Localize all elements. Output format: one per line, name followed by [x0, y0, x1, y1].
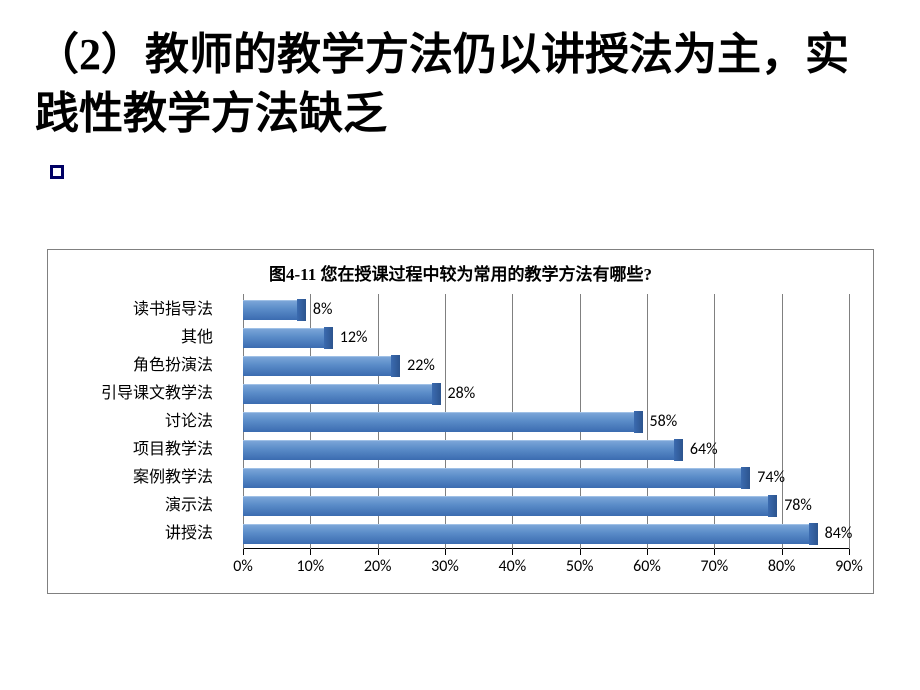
bar: [243, 328, 324, 348]
bar: [243, 440, 674, 460]
x-tick-label: 90%: [835, 557, 863, 576]
x-tick: [310, 549, 311, 555]
bar: [243, 496, 768, 516]
bar-row: 58%: [243, 412, 849, 432]
bar-value-label: 74%: [757, 468, 785, 488]
x-tick: [243, 549, 244, 555]
bar-cap: [432, 383, 441, 405]
bar-row: 84%: [243, 524, 849, 544]
bar-value-label: 22%: [407, 356, 435, 376]
category-label: 角色扮演法: [43, 356, 213, 376]
bar-row: 64%: [243, 440, 849, 460]
bar-row: 74%: [243, 468, 849, 488]
bar-cap: [297, 299, 306, 321]
x-tick: [445, 549, 446, 555]
bar-value-label: 78%: [784, 496, 812, 516]
bar-cap: [674, 439, 683, 461]
bar-cap: [634, 411, 643, 433]
x-tick-label: 40%: [499, 557, 527, 576]
category-label: 案例教学法: [43, 468, 213, 488]
category-label: 讨论法: [43, 412, 213, 432]
x-tick: [849, 549, 850, 555]
bar: [243, 412, 634, 432]
x-tick: [714, 549, 715, 555]
bar-row: 28%: [243, 384, 849, 404]
bar-row: 22%: [243, 356, 849, 376]
x-tick-label: 80%: [768, 557, 796, 576]
section-heading: （2）教师的教学方法仍以讲授法为主，实践性教学方法缺乏: [35, 25, 885, 144]
category-label: 讲授法: [43, 524, 213, 544]
x-tick-label: 70%: [701, 557, 729, 576]
bar: [243, 300, 297, 320]
x-tick-label: 60%: [633, 557, 661, 576]
bar-cap: [768, 495, 777, 517]
bar: [243, 468, 741, 488]
chart-container: 图4-11 您在授课过程中较为常用的教学方法有哪些? 0%10%20%30%40…: [47, 249, 874, 594]
category-label: 读书指导法: [43, 300, 213, 320]
slide: （2）教师的教学方法仍以讲授法为主，实践性教学方法缺乏 图4-11 您在授课过程…: [0, 0, 920, 690]
category-label: 项目教学法: [43, 440, 213, 460]
bar: [243, 356, 391, 376]
x-tick-label: 10%: [297, 557, 325, 576]
x-tick: [782, 549, 783, 555]
x-tick: [512, 549, 513, 555]
bar-cap: [809, 523, 818, 545]
bar-value-label: 58%: [650, 412, 678, 432]
x-axis: [243, 548, 849, 549]
bar-row: 12%: [243, 328, 849, 348]
bar-value-label: 28%: [448, 384, 476, 404]
bar-value-label: 64%: [690, 440, 718, 460]
x-tick: [580, 549, 581, 555]
bar-row: 8%: [243, 300, 849, 320]
x-tick: [647, 549, 648, 555]
bar: [243, 524, 809, 544]
gridline: [849, 294, 850, 549]
chart-plot-area: 0%10%20%30%40%50%60%70%80%90%8%读书指导法12%其…: [243, 294, 849, 549]
category-label: 引导课文教学法: [43, 384, 213, 404]
bullet-marker: [50, 165, 64, 179]
bar-value-label: 84%: [825, 524, 853, 544]
x-tick-label: 30%: [431, 557, 459, 576]
bar-cap: [391, 355, 400, 377]
chart-title: 图4-11 您在授课过程中较为常用的教学方法有哪些?: [48, 250, 873, 291]
bar-value-label: 12%: [340, 328, 368, 348]
category-label: 其他: [43, 328, 213, 348]
category-label: 演示法: [43, 496, 213, 516]
x-tick-label: 50%: [566, 557, 594, 576]
bar-row: 78%: [243, 496, 849, 516]
bar-cap: [741, 467, 750, 489]
x-tick-label: 20%: [364, 557, 392, 576]
x-tick-label: 0%: [233, 557, 253, 576]
x-tick: [378, 549, 379, 555]
bar: [243, 384, 432, 404]
bar-cap: [324, 327, 333, 349]
bar-value-label: 8%: [313, 300, 333, 320]
